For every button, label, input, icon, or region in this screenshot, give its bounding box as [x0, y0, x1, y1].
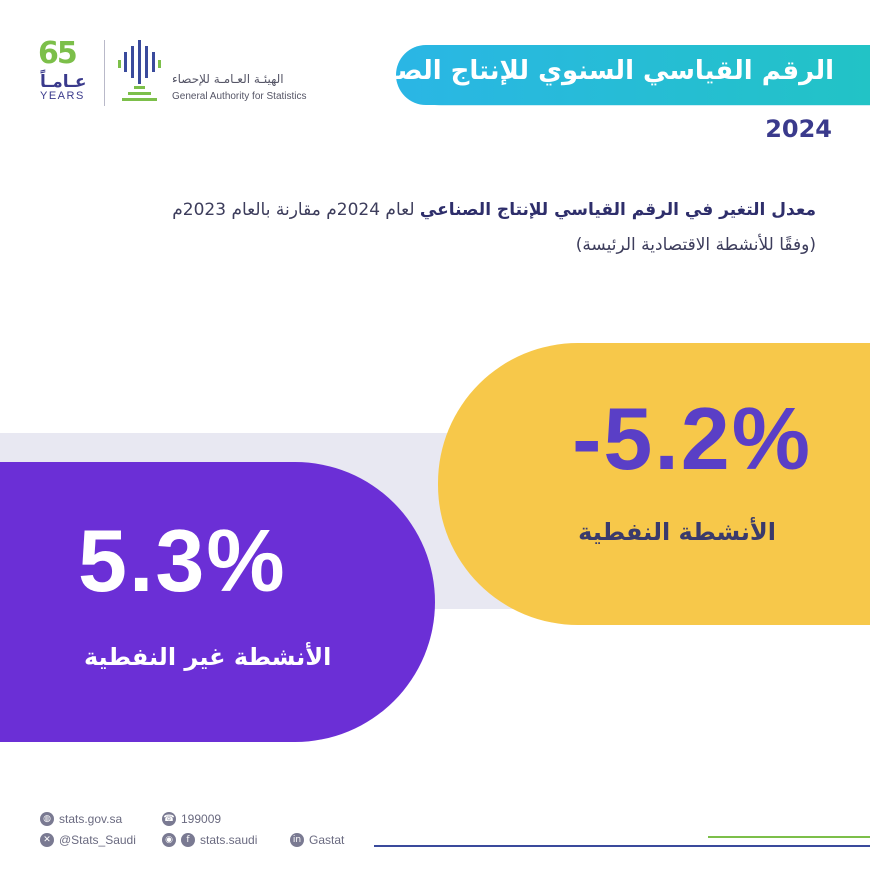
social-text: stats.saudi [200, 833, 258, 847]
report-year: 2024 [765, 115, 832, 143]
description-line-1: معدل التغير في الرقم القياسي للإنتاج الص… [172, 200, 816, 220]
phone-icon: ☎ [162, 812, 176, 826]
twitter-text: @Stats_Saudi [59, 833, 136, 847]
anniversary-arabic: عـامـاً [40, 72, 87, 92]
non-oil-activities-label: الأنشطة غير النفطية [84, 643, 332, 671]
footer-phone[interactable]: ☎ 199009 [162, 812, 221, 826]
linkedin-text: Gastat [309, 833, 345, 847]
gastat-logo-icon [118, 40, 161, 101]
authority-name-arabic: الهيئـة العـامـة للإحصاء [172, 72, 284, 86]
website-text: stats.gov.sa [59, 812, 123, 826]
anniversary-logo: 65 عـامـاً [34, 36, 94, 106]
instagram-icon: ◉ [162, 833, 176, 847]
description-normal: لعام 2024م مقارنة بالعام 2023م [172, 200, 415, 220]
logo-divider [104, 40, 105, 106]
footer-twitter[interactable]: ✕ @Stats_Saudi [40, 833, 136, 847]
footer-accent-line-green [708, 836, 870, 838]
footer-linkedin[interactable]: in Gastat [290, 833, 344, 847]
oil-activities-label: الأنشطة النفطية [578, 518, 776, 546]
non-oil-activities-value: 5.3% [78, 511, 287, 610]
oil-activities-card [438, 343, 870, 625]
linkedin-icon: in [290, 833, 304, 847]
anniversary-english: YEARS [40, 90, 85, 102]
phone-text: 199009 [181, 812, 222, 826]
footer-social[interactable]: ◉ f stats.saudi [162, 833, 257, 847]
authority-name-english: General Authority for Statistics [172, 91, 307, 102]
page-title: الرقم القياسي السنوي للإنتاج الصناعي [332, 56, 834, 86]
title-banner [396, 45, 870, 105]
oil-activities-value: -5.2% [572, 389, 812, 488]
footer-accent-line-blue [374, 845, 870, 847]
globe-icon: ◍ [40, 812, 54, 826]
description-bold: معدل التغير في الرقم القياسي للإنتاج الص… [419, 200, 816, 220]
x-twitter-icon: ✕ [40, 833, 54, 847]
description-line-2: (وفقًا للأنشطة الاقتصادية الرئيسة) [575, 235, 816, 255]
footer-website[interactable]: ◍ stats.gov.sa [40, 812, 122, 826]
non-oil-activities-card [0, 462, 435, 742]
facebook-icon: f [181, 833, 195, 847]
anniversary-number: 65 [38, 36, 78, 71]
